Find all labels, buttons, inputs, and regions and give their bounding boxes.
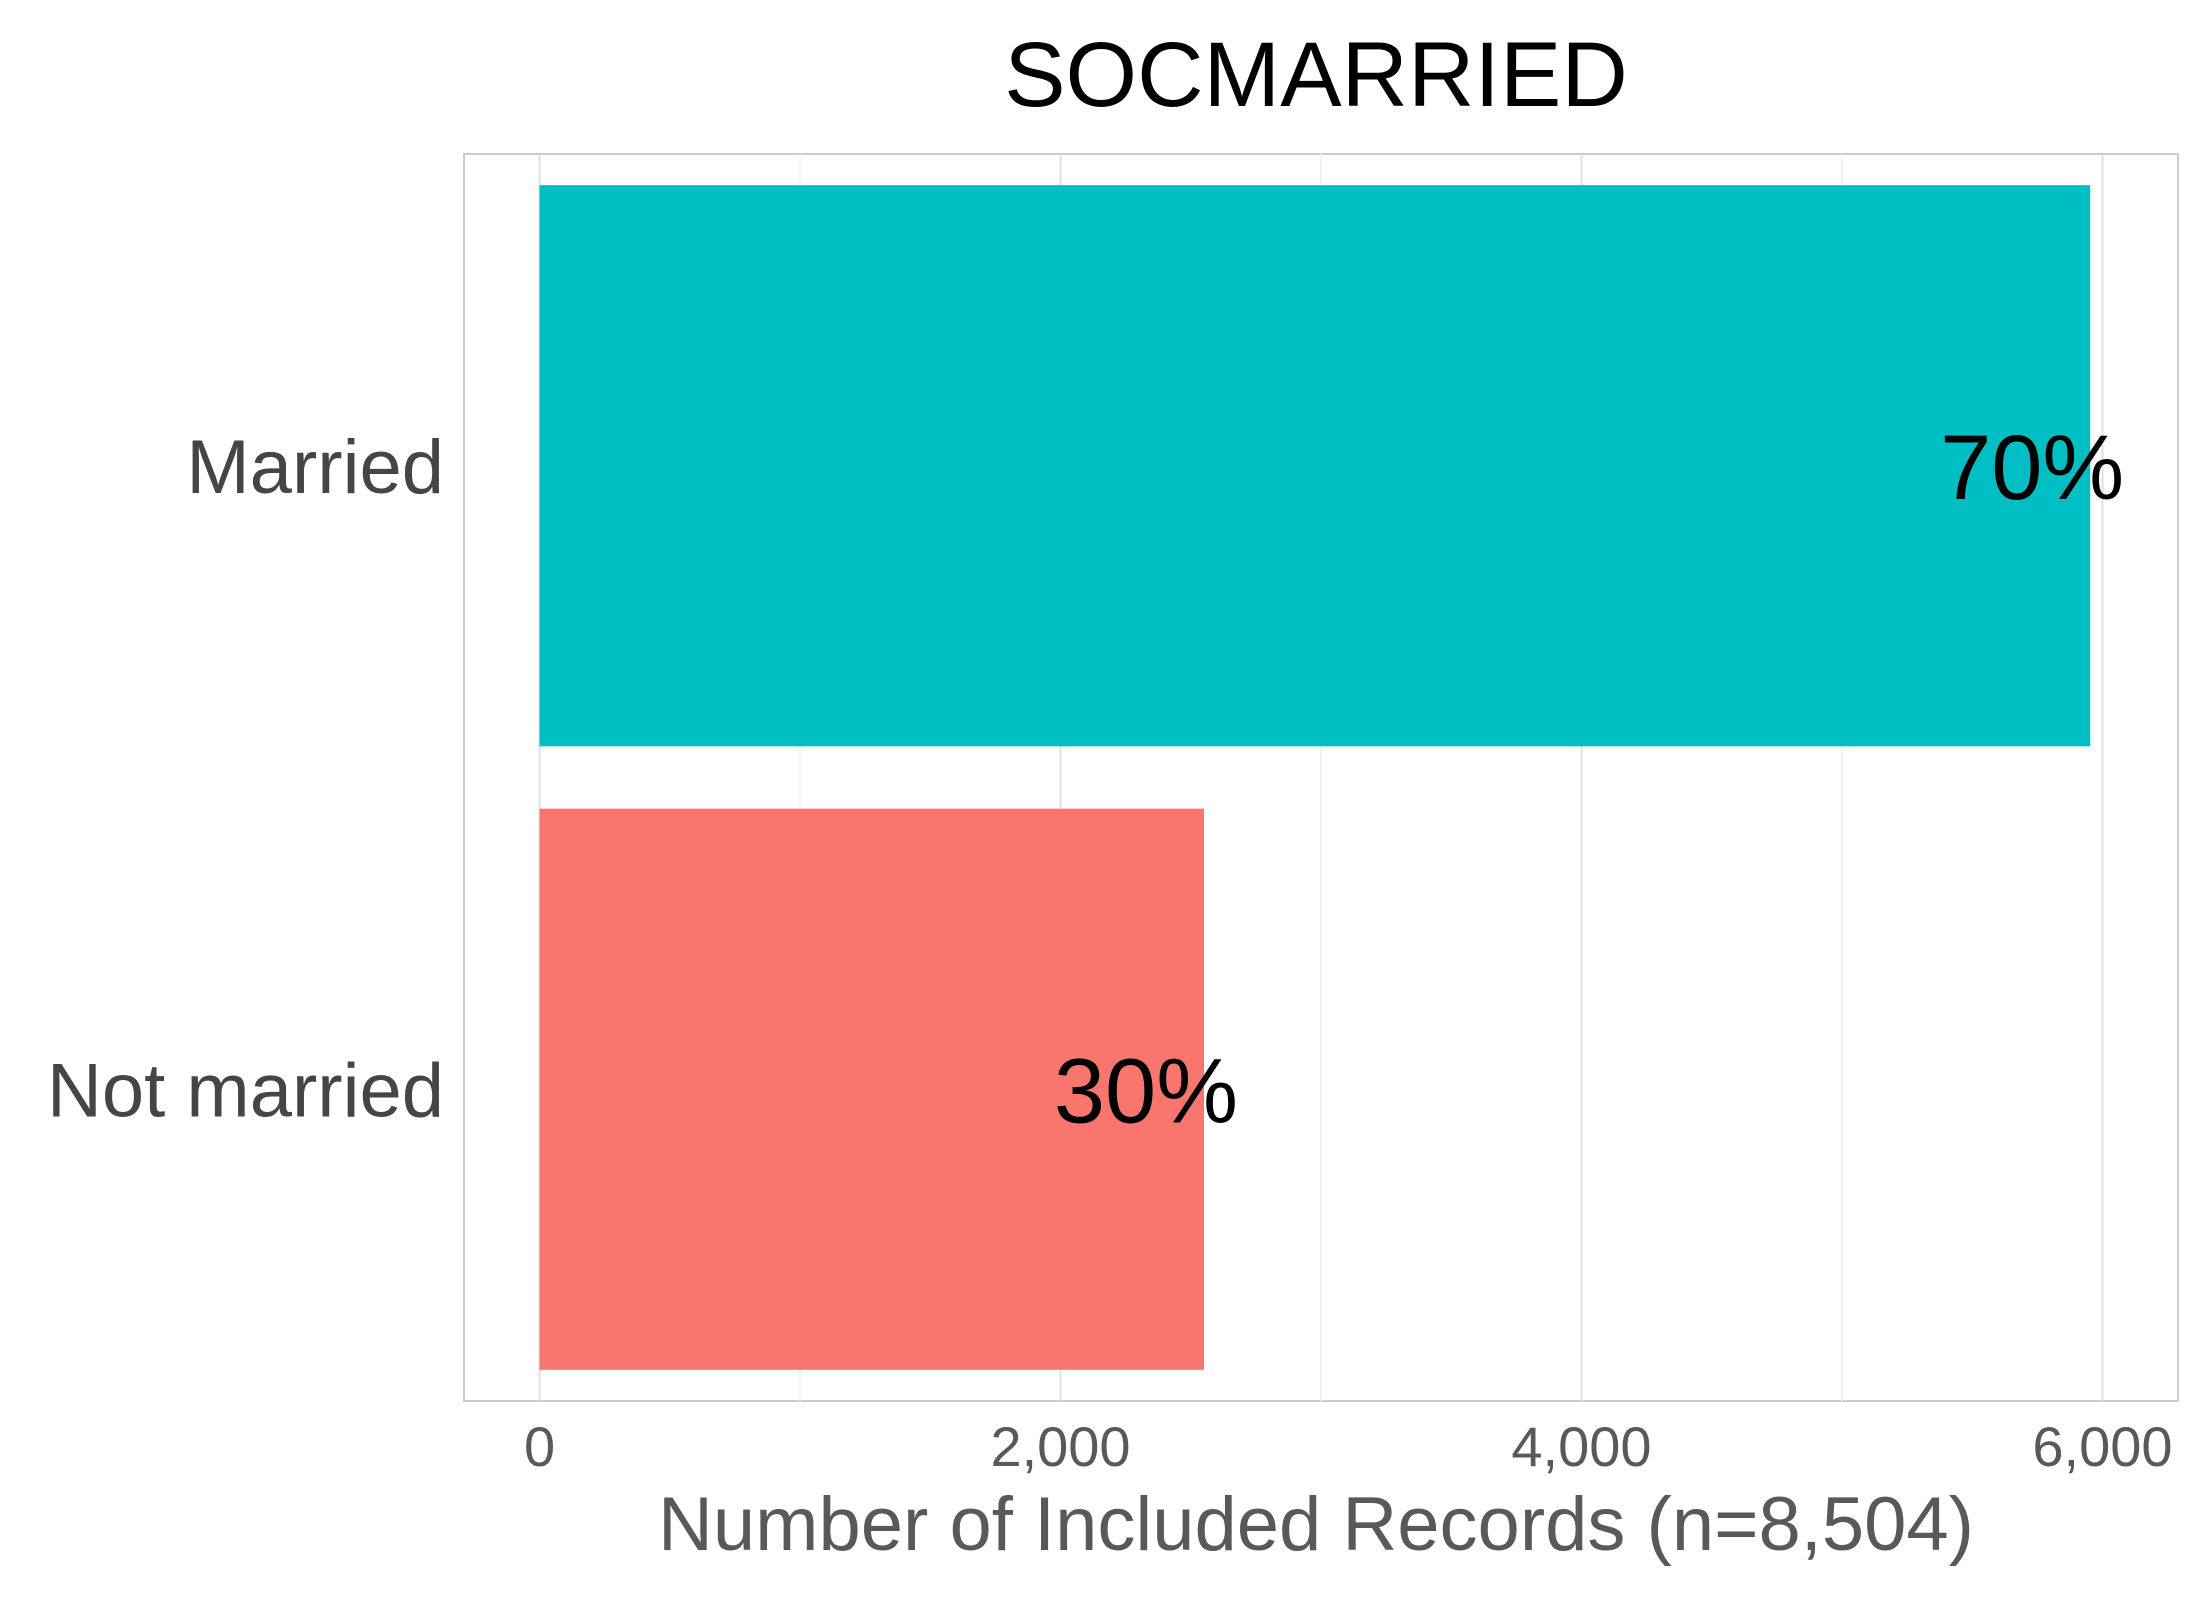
bar-not-married — [539, 808, 1205, 1370]
x-tick-label: 0 — [524, 1415, 555, 1478]
data-label: 70% — [1940, 417, 2124, 519]
x-tick-label: 2,000 — [990, 1415, 1130, 1478]
y-axis-labels: Married Not married — [47, 425, 444, 1134]
x-axis-ticks: 0 2,000 4,000 6,000 — [524, 1415, 2173, 1478]
x-tick-label: 6,000 — [2032, 1415, 2172, 1478]
data-labels: 70% 30% — [1054, 417, 2124, 1143]
data-label: 30% — [1054, 1040, 1238, 1142]
chart-title: SOCMARRIED — [1004, 24, 1628, 126]
y-tick-label: Not married — [47, 1048, 444, 1133]
x-axis-title: Number of Included Records (n=8,504) — [658, 1482, 1974, 1567]
x-tick-label: 4,000 — [1511, 1415, 1651, 1478]
bars — [539, 185, 2091, 1370]
bar-married — [539, 185, 2091, 747]
y-tick-label: Married — [186, 425, 444, 510]
